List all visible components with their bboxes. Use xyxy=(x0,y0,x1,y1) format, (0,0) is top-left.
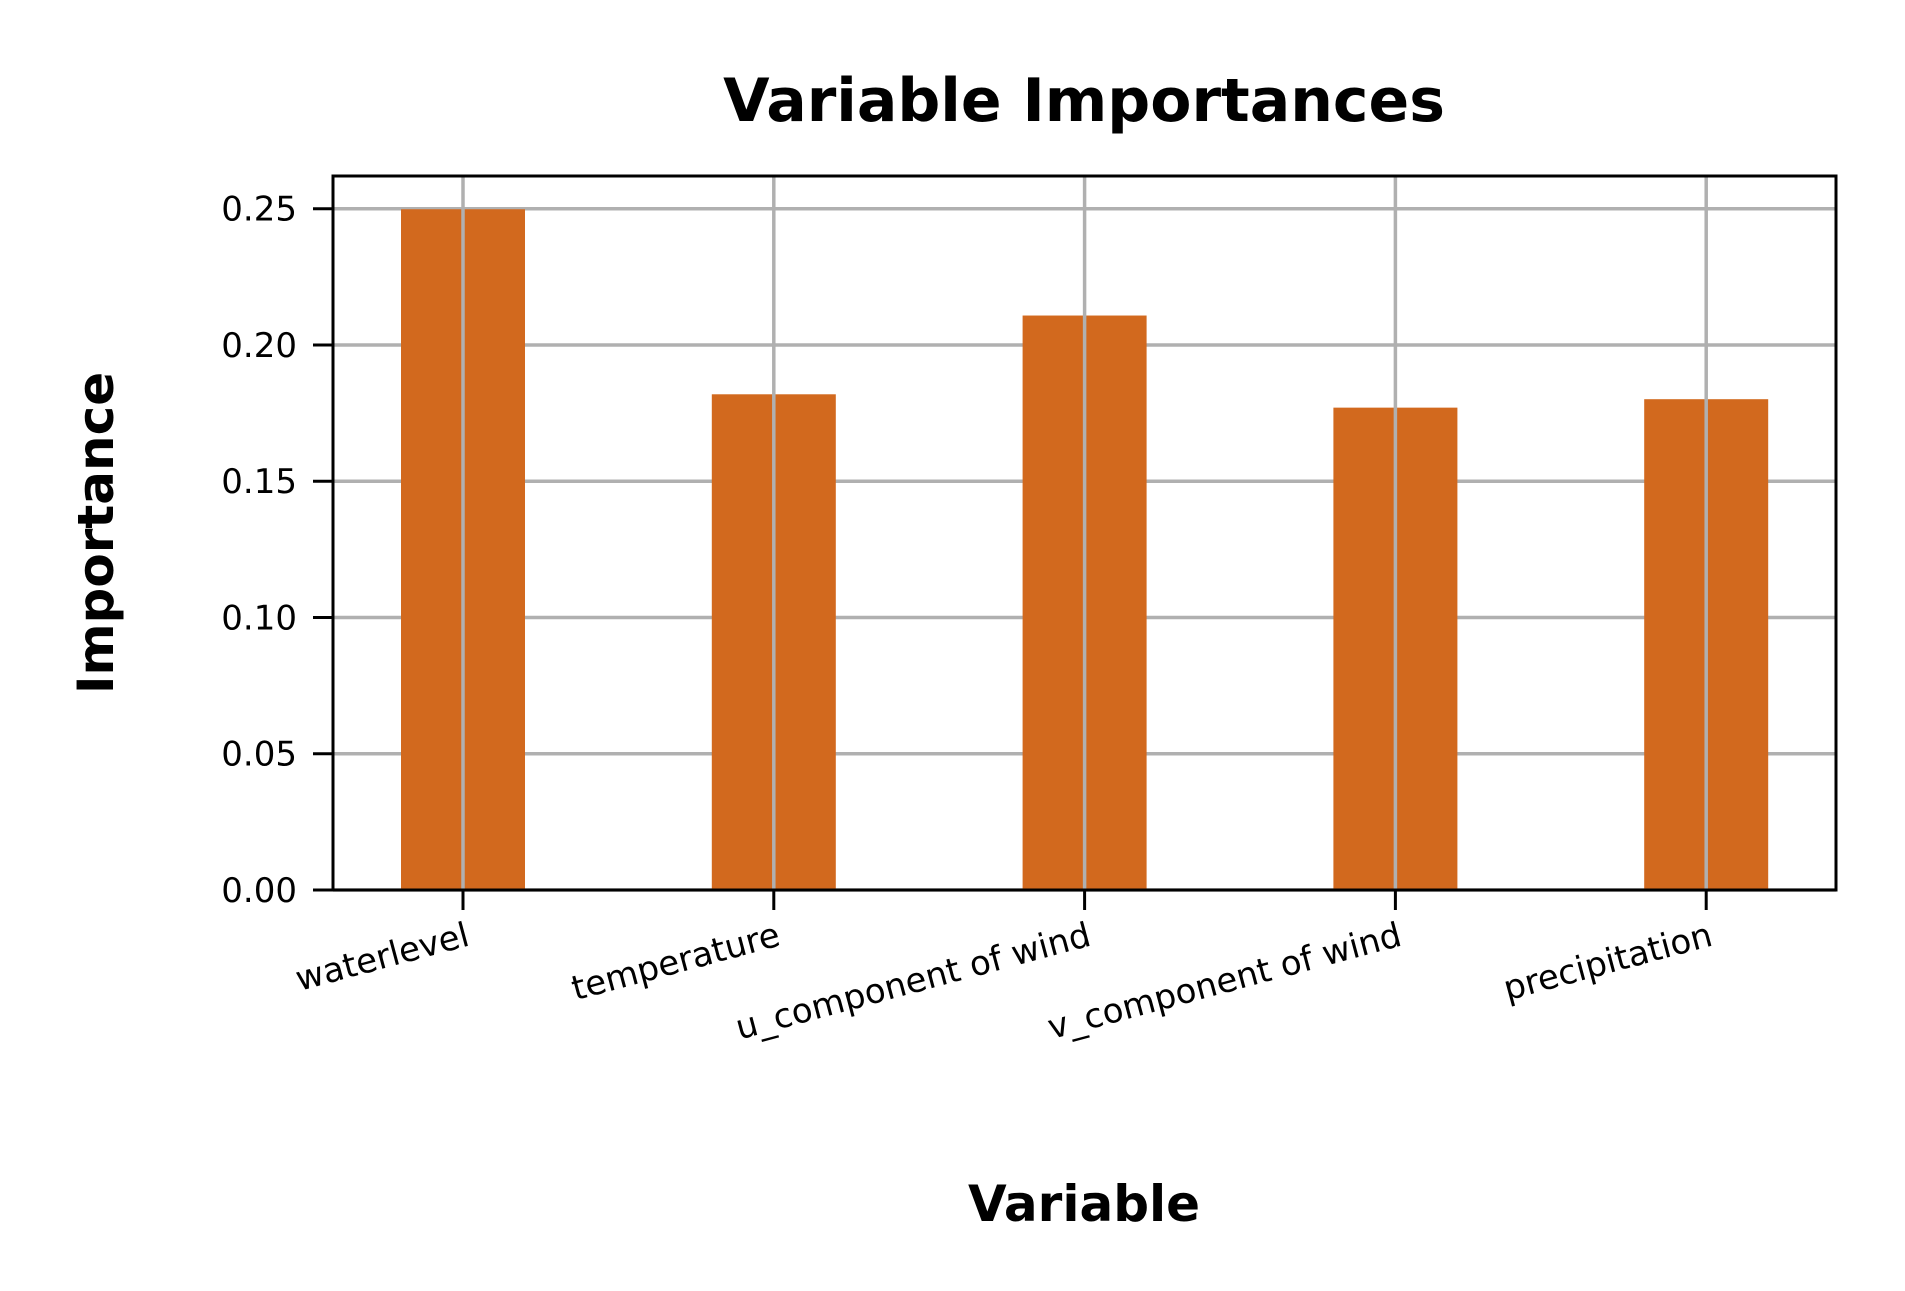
x-tick-label: v_component of wind xyxy=(1044,915,1406,1048)
x-tick-label: temperature xyxy=(567,915,784,1009)
y-tick-label: 0.20 xyxy=(221,326,297,366)
y-axis-ticks: 0.00 0.05 0.10 0.15 0.20 0.25 xyxy=(221,190,333,911)
x-tick-label: waterlevel xyxy=(291,915,473,1000)
y-tick-label: 0.10 xyxy=(221,598,297,638)
y-tick-label: 0.05 xyxy=(221,735,297,775)
y-tick-label: 0.25 xyxy=(221,190,297,230)
x-axis-label: Variable xyxy=(968,1175,1200,1233)
y-tick-label: 0.00 xyxy=(221,871,297,911)
x-tick-label: u_component of wind xyxy=(731,915,1095,1048)
x-tick-label: precipitation xyxy=(1499,915,1716,1009)
y-axis-label: Importance xyxy=(67,372,125,694)
vertical-grid-lines xyxy=(461,176,1708,890)
chart-title: Variable Importances xyxy=(723,66,1445,136)
y-tick-label: 0.15 xyxy=(221,462,297,502)
